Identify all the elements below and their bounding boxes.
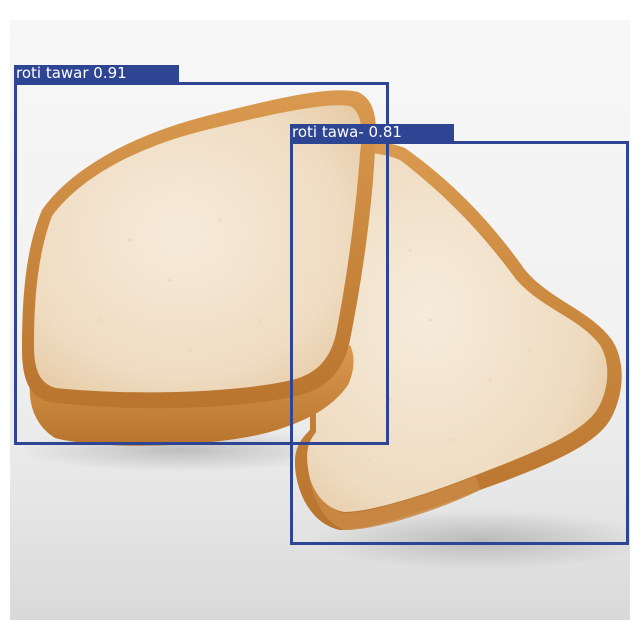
detection-label-1: roti tawar 0.91 bbox=[14, 65, 179, 82]
left-slice-crumb bbox=[34, 105, 362, 393]
right-slice-bottom-crust bbox=[308, 472, 480, 530]
shadow-front-slice bbox=[315, 510, 630, 570]
right-slice-crumb bbox=[307, 152, 608, 512]
detection-box-2 bbox=[290, 141, 629, 545]
detection-label-2: roti tawa- 0.81 bbox=[290, 124, 454, 141]
bread-photo bbox=[10, 20, 630, 620]
detection-box-1 bbox=[14, 82, 389, 445]
bread-slices-image bbox=[20, 90, 630, 570]
